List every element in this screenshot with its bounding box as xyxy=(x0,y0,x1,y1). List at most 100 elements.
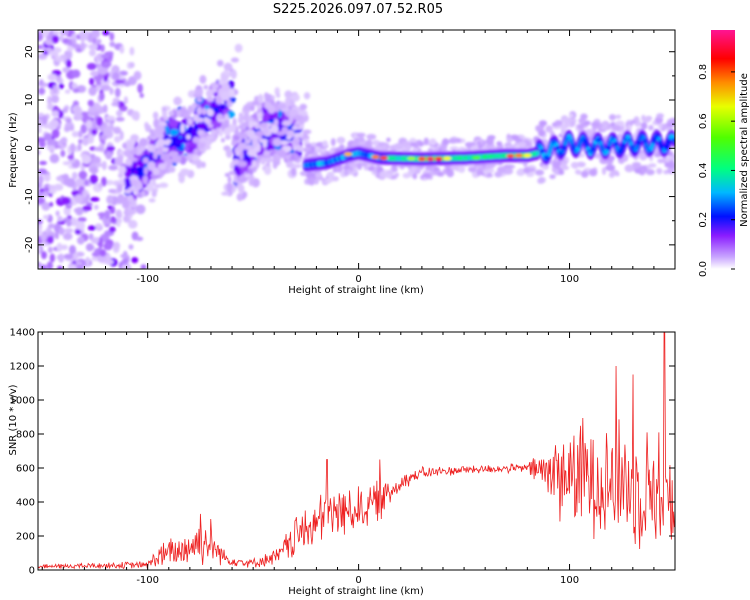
heatmap-cell xyxy=(378,142,387,147)
heatmap-cell xyxy=(62,67,70,73)
heatmap-cell xyxy=(664,162,674,168)
heatmap-cell xyxy=(129,46,135,56)
heatmap-cell xyxy=(252,166,257,173)
heatmap-cell xyxy=(60,244,68,250)
heatmap-cell xyxy=(64,228,74,234)
heatmap-cell xyxy=(239,150,244,161)
heatmap-cell xyxy=(38,150,41,155)
heatmap-cell xyxy=(119,70,128,76)
heatmap-cell xyxy=(121,264,128,269)
heatmap-cell xyxy=(86,62,97,71)
heatmap-cell xyxy=(158,182,169,188)
heatmap-cell xyxy=(201,161,206,168)
heatmap-cell xyxy=(112,195,118,206)
heatmap-cell xyxy=(640,122,648,130)
heatmap-cell xyxy=(537,176,546,184)
heatmap-cell xyxy=(193,149,199,154)
heatmap-cell xyxy=(153,150,158,160)
heatmap-cell xyxy=(59,30,69,36)
heatmap-cell xyxy=(63,253,74,260)
heatmap-cell xyxy=(230,57,240,63)
heatmap-cell xyxy=(236,193,243,202)
heatmap-cell xyxy=(70,217,78,227)
heatmap-cell xyxy=(112,126,122,134)
heatmap-cell xyxy=(47,246,53,254)
heatmap-cell xyxy=(220,90,231,101)
heatmap-cell xyxy=(106,195,115,205)
heatmap-cell xyxy=(96,116,103,127)
colorbar-tick-label: 0.4 xyxy=(698,162,709,178)
heatmap-cell xyxy=(177,147,185,152)
heatmap-cell xyxy=(546,151,552,157)
heatmap-cell xyxy=(313,179,319,185)
heatmap-cell xyxy=(109,41,116,48)
heatmap-cell xyxy=(577,123,585,130)
heatmap-cell xyxy=(225,148,233,159)
heatmap-cell xyxy=(89,77,95,86)
heatmap-cell xyxy=(77,217,87,222)
heatmap-cell xyxy=(71,131,79,138)
heatmap-cell xyxy=(482,169,491,174)
heatmap-cell xyxy=(284,97,291,108)
heatmap-cell xyxy=(560,123,567,132)
heatmap-cell xyxy=(291,126,299,131)
heatmap-cell xyxy=(71,69,81,79)
heatmap-cell xyxy=(615,114,622,119)
heatmap-cell xyxy=(133,70,142,81)
heatmap-cell xyxy=(534,150,540,156)
heatmap-cell xyxy=(84,179,90,186)
heatmap-cell xyxy=(112,241,121,250)
heatmap-cell xyxy=(85,256,91,267)
heatmap-cell xyxy=(66,45,74,52)
heatmap-cell xyxy=(648,124,654,131)
heatmap-cell xyxy=(132,161,137,169)
heatmap-cell xyxy=(129,61,135,69)
heatmap-cell xyxy=(93,146,104,152)
heatmap-cell xyxy=(276,149,286,157)
heatmap-cell xyxy=(314,172,323,178)
heatmap-cell xyxy=(105,115,116,121)
y-tick-label: -20 xyxy=(24,237,35,253)
heatmap-cell xyxy=(443,156,452,161)
x-tick-label: -100 xyxy=(136,274,159,285)
heatmap-cell xyxy=(535,169,545,176)
heatmap-cell xyxy=(65,59,72,69)
heatmap-cell xyxy=(168,150,178,158)
heatmap-cell xyxy=(472,155,481,160)
heatmap-cell xyxy=(186,108,197,113)
heatmap-cell xyxy=(429,138,437,146)
heatmap-cell xyxy=(308,176,315,185)
heatmap-cell xyxy=(56,242,63,252)
heatmap-cell xyxy=(117,184,123,191)
heatmap-cell xyxy=(238,176,247,184)
y-tick-label: 0 xyxy=(24,145,35,151)
heatmap-cell xyxy=(248,175,255,180)
heatmap-cell xyxy=(114,87,121,98)
heatmap-cell xyxy=(123,215,129,223)
heatmap-cell xyxy=(101,61,112,68)
heatmap-cell xyxy=(152,111,159,120)
heatmap-cell xyxy=(255,161,260,168)
snr-background xyxy=(38,332,675,570)
heatmap-cell xyxy=(203,84,209,90)
heatmap-cell xyxy=(52,84,58,95)
heatmap-cell xyxy=(251,137,259,148)
figure-title: S225.2026.097.07.52.R05 xyxy=(273,2,443,17)
heatmap-cell xyxy=(230,69,237,80)
heatmap-cell xyxy=(143,166,148,176)
heatmap-cell xyxy=(112,72,120,80)
heatmap-cell xyxy=(89,197,100,202)
heatmap-cell xyxy=(437,172,443,177)
heatmap-cell xyxy=(580,113,588,120)
heatmap-cell xyxy=(645,169,655,176)
y-tick-label: 1200 xyxy=(10,362,35,373)
heatmap-cell xyxy=(109,226,116,233)
heatmap-cell xyxy=(441,138,449,146)
heatmap-cell xyxy=(49,202,54,207)
heatmap-cell xyxy=(348,162,359,168)
heatmap-cell xyxy=(434,156,443,161)
heatmap-cell xyxy=(361,161,367,167)
heatmap-cell xyxy=(98,67,108,75)
heatmap-cell xyxy=(141,191,146,197)
heatmap-cell xyxy=(107,205,112,210)
